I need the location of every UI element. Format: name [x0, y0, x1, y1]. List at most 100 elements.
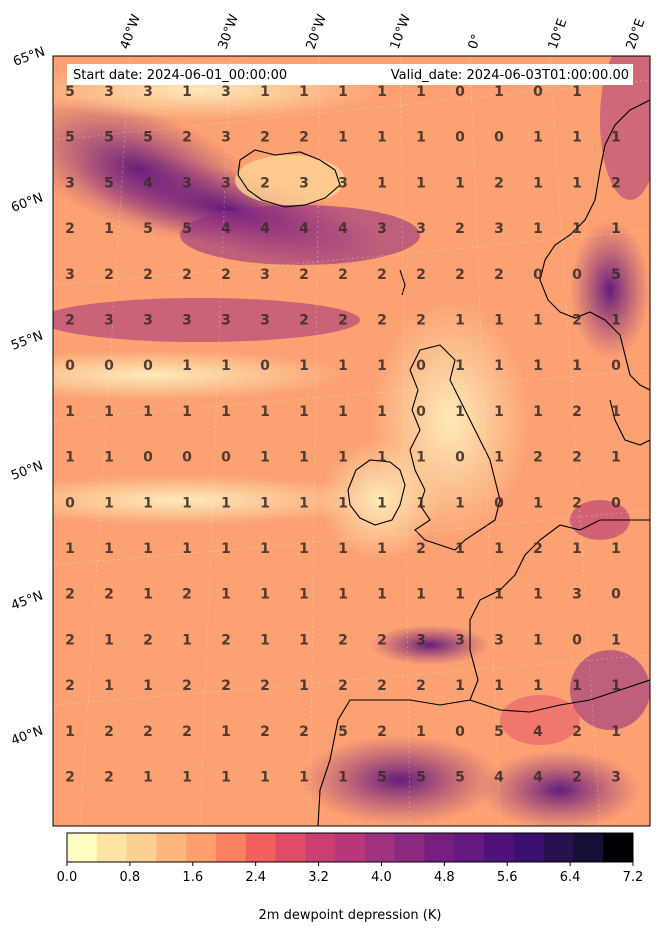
grid-value: 3 [338, 175, 348, 191]
lon-label-40w: 40°W [118, 12, 144, 51]
grid-value: 3 [377, 221, 387, 237]
grid-value: 1 [572, 678, 582, 694]
grid-value: 2 [338, 678, 348, 694]
grid-value: 1 [494, 358, 504, 374]
latitude-labels: 65°N 60°N 55°N 50°N 45°N 40°N [9, 44, 47, 748]
grid-value: 3 [143, 313, 153, 329]
grid-value: 1 [611, 450, 621, 466]
colorbar-ticks: 0.0 0.8 1.6 2.4 3.2 4.0 4.8 5.6 6.4 7.2 [57, 862, 644, 885]
graticule [53, 56, 650, 826]
colorbar-tick-label: 4.0 [371, 870, 392, 885]
iceland-coast [237, 149, 341, 208]
grid-value: 0 [455, 130, 465, 146]
start-date: Start date: 2024-06-01_00:00:00 [73, 68, 287, 83]
colorbar-swatch [513, 833, 545, 862]
grid-value: 1 [533, 313, 543, 329]
grid-value: 1 [338, 130, 348, 146]
grid-value: 1 [572, 221, 582, 237]
grid-value: 1 [338, 495, 348, 511]
grid-value: 5 [611, 267, 621, 283]
grid-value: 1 [299, 541, 309, 557]
colorbar-swatch [394, 833, 425, 862]
grid-value: 1 [494, 541, 504, 557]
grid-value: 5 [338, 724, 348, 740]
grid-value: 0 [416, 404, 426, 420]
grid-value: 1 [143, 404, 153, 420]
grid-value: 1 [260, 587, 270, 603]
grid-value: 0 [494, 495, 504, 511]
date-banner [67, 64, 633, 85]
grid-value: 1 [377, 495, 387, 511]
grid-value: 0 [455, 450, 465, 466]
grid-value: 3 [299, 175, 309, 191]
grid-value: 1 [260, 541, 270, 557]
grid-value: 2 [260, 175, 270, 191]
grid-value: 1 [299, 587, 309, 603]
grid-value: 1 [377, 130, 387, 146]
grid-value: 1 [104, 221, 114, 237]
grid-value: 1 [221, 495, 231, 511]
grid-values: 5 3 3 1 3 1 1 1 1 1 0 1 0 1 5 5 5 2 3 2 2 1 1 1 0 0 1 1 1 3 5 4 3 3 2 3 3 1 1 1… [65, 84, 621, 786]
grid-value: 2 [299, 724, 309, 740]
grid-value: 1 [416, 495, 426, 511]
grid-value: 1 [65, 450, 75, 466]
grid-value: 5 [143, 221, 153, 237]
grid-value: 1 [377, 450, 387, 466]
lon-label-20e: 20°E [624, 17, 649, 52]
colorbar-tick-label: 0.8 [120, 870, 141, 885]
grid-value: 1 [260, 632, 270, 648]
grid-value: 1 [611, 221, 621, 237]
lat-label-55n: 55°N [9, 328, 45, 353]
lon-label-20w: 20°W [304, 12, 330, 51]
grid-value: 2 [338, 632, 348, 648]
colorbar-swatch [603, 833, 634, 862]
colorbar: 0.0 0.8 1.6 2.4 3.2 4.0 4.8 5.6 6.4 7.2 2m dewpoi… [57, 832, 644, 923]
colorbar-tick-label: 1.6 [182, 870, 203, 885]
grid-value: 1 [65, 724, 75, 740]
grid-value: 1 [572, 541, 582, 557]
grid-value: 1 [572, 84, 582, 100]
grid-value: 3 [494, 221, 504, 237]
grid-value: 1 [377, 587, 387, 603]
grid-value: 3 [104, 313, 114, 329]
lat-label-65n: 65°N [11, 44, 47, 69]
grid-value: 1 [260, 84, 270, 100]
grid-value: 5 [65, 84, 75, 100]
great-britain-coast [409, 344, 501, 551]
grid-value: 2 [377, 267, 387, 283]
grid-value: 2 [533, 450, 543, 466]
denmark-coast [609, 399, 650, 446]
grid-value: 1 [416, 175, 426, 191]
grid-value: 1 [494, 404, 504, 420]
grid-value: 2 [416, 678, 426, 694]
grid-value: 2 [260, 724, 270, 740]
grid-value: 1 [611, 130, 621, 146]
grid-value: 2 [455, 221, 465, 237]
grid-value: 1 [455, 495, 465, 511]
grid-value: 0 [143, 358, 153, 374]
grid-value: 1 [299, 632, 309, 648]
grid-value: 1 [221, 541, 231, 557]
colorbar-swatch [573, 833, 604, 862]
colorbar-swatch [484, 833, 515, 862]
grid-value: 2 [104, 267, 114, 283]
grid-value: 2 [572, 495, 582, 511]
grid-value: 1 [65, 541, 75, 557]
colorbar-tick-label: 2.4 [245, 870, 266, 885]
grid-value: 1 [416, 724, 426, 740]
grid-value: 1 [65, 404, 75, 420]
grid-value: 1 [611, 724, 621, 740]
grid-value: 5 [494, 724, 504, 740]
grid-value: 1 [260, 450, 270, 466]
colorbar-tick-label: 7.2 [623, 870, 644, 885]
lat-label-50n: 50°N [9, 458, 45, 483]
grid-value: 0 [611, 587, 621, 603]
grid-value: 2 [182, 267, 192, 283]
grid-value: 1 [416, 130, 426, 146]
lon-label-30w: 30°W [216, 12, 242, 51]
colorbar-tick-label: 5.6 [497, 870, 518, 885]
grid-value: 3 [221, 84, 231, 100]
grid-value: 2 [143, 267, 153, 283]
grid-value: 1 [338, 84, 348, 100]
grid-value: 4 [143, 175, 153, 191]
